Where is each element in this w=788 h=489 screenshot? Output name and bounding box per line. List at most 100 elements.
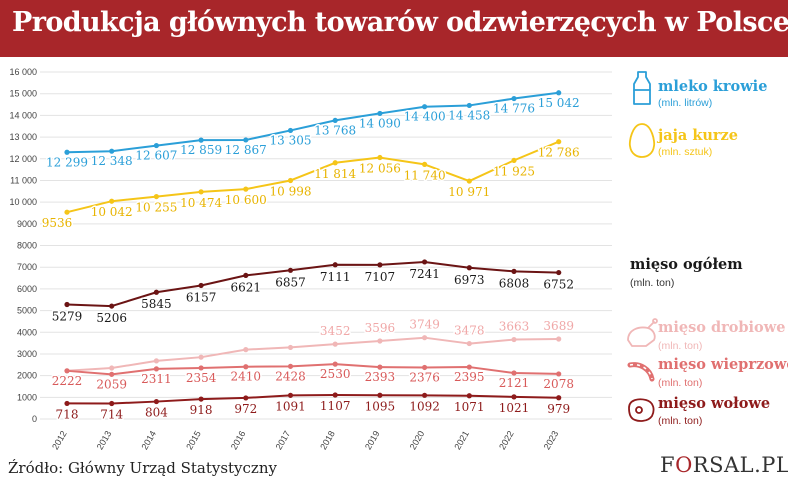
series-line — [66, 140, 560, 214]
data-point — [511, 268, 517, 274]
data-point — [511, 336, 517, 343]
chicken-body — [627, 326, 656, 347]
data-point — [109, 303, 115, 309]
data-point — [511, 394, 517, 400]
data-point — [243, 364, 249, 370]
x-tick-label: 2023 — [542, 429, 561, 451]
data-point — [511, 370, 517, 376]
y-tick-label: 16 000 — [9, 67, 37, 77]
data-label: 2376 — [409, 370, 440, 384]
series-3: 3452 3596 3749 3478 3663 3689 — [64, 316, 575, 374]
x-tick-label: 2019 — [363, 429, 382, 451]
milk-bottle-icon — [633, 71, 651, 105]
egg-icon — [628, 123, 656, 158]
data-label: 13 305 — [270, 133, 312, 147]
data-label: 10 255 — [135, 201, 177, 215]
series-5: 718 714 804 918 972 1091 1107 1095 1092 1071 1021 9… — [54, 392, 572, 423]
legend-label: mięso ogółem — [630, 256, 743, 273]
data-point — [511, 157, 517, 163]
series-line — [66, 91, 559, 154]
data-label: 6808 — [499, 276, 530, 290]
x-tick-label: 2013 — [95, 429, 114, 451]
data-point — [287, 127, 294, 134]
x-tick-label: 2014 — [139, 429, 158, 451]
x-tick-label: 2020 — [408, 429, 427, 451]
data-point — [466, 393, 472, 399]
data-label: 2078 — [543, 377, 574, 391]
data-label: 14 458 — [448, 108, 490, 122]
series-4: 2222 2059 2311 2354 2410 2428 2530 2393 2376 2395… — [50, 361, 575, 393]
legend-unit: (mln. sztuk) — [658, 146, 712, 158]
y-tick-label: 15 000 — [9, 89, 37, 99]
data-point — [377, 110, 383, 117]
beef-icon — [628, 398, 655, 422]
data-point — [198, 354, 204, 360]
data-label: 718 — [56, 407, 79, 421]
data-label: 10 474 — [180, 196, 222, 210]
data-label: 11 925 — [493, 164, 535, 178]
title-banner: Produkcja głównych towarów odzwierzęcych… — [0, 0, 788, 57]
data-point — [332, 117, 338, 124]
y-tick-label: 0 — [32, 414, 37, 424]
chicken-icon — [627, 318, 658, 347]
data-label: 7107 — [365, 270, 396, 284]
legend-unit: (mln. ton) — [630, 277, 674, 289]
y-tick-label: 3000 — [17, 349, 37, 359]
legend-item-5: mięso wołowe (mln. ton) — [628, 395, 770, 427]
legend-unit: (mln. ton) — [658, 415, 702, 427]
series-2: 5279 5206 5845 6157 6621 6857 7111 7107 7241 6973… — [50, 259, 575, 327]
data-point — [332, 262, 338, 268]
data-label: 2222 — [52, 374, 83, 388]
x-tick-label: 2012 — [50, 429, 69, 451]
data-label: 3452 — [320, 324, 351, 338]
data-point — [287, 363, 294, 369]
data-label: 1092 — [409, 399, 440, 413]
data-label: 6157 — [186, 290, 217, 304]
data-label: 2311 — [141, 372, 172, 386]
data-point — [287, 267, 294, 273]
data-point — [64, 301, 70, 308]
data-label: 1095 — [365, 399, 396, 413]
legend-label: jaja kurze — [656, 127, 738, 144]
data-point — [556, 90, 562, 96]
data-label: 1091 — [275, 399, 306, 413]
beef-bone — [635, 406, 643, 414]
data-point — [287, 392, 294, 398]
data-label: 11 814 — [314, 167, 356, 181]
y-tick-label: 4000 — [17, 327, 37, 337]
x-tick-label: 2021 — [452, 429, 471, 451]
data-label: 2354 — [186, 371, 217, 385]
data-point — [198, 396, 204, 402]
series-line — [66, 336, 559, 372]
legend-item-3: mięso drobiowe (mln. ton) — [627, 318, 785, 352]
y-tick-label: 10 000 — [9, 197, 37, 207]
data-point — [243, 272, 249, 279]
data-label: 12 786 — [538, 146, 580, 160]
data-label: 714 — [100, 408, 123, 422]
data-label: 14 776 — [493, 102, 535, 116]
data-point — [153, 366, 159, 372]
data-point — [109, 365, 115, 371]
data-point — [332, 361, 338, 367]
data-point — [556, 371, 562, 377]
page-title: Produkcja głównych towarów odzwierzęcych… — [12, 7, 788, 38]
data-label: 979 — [547, 402, 570, 416]
forsal-logo: FORSAL.PL — [660, 453, 788, 477]
data-label: 6973 — [454, 273, 485, 287]
data-point — [64, 400, 70, 407]
data-label: 12 056 — [359, 162, 401, 176]
x-tick-label: 2017 — [274, 429, 293, 451]
data-point — [556, 395, 562, 401]
data-point — [243, 395, 249, 401]
y-tick-label: 6000 — [17, 284, 37, 294]
data-point — [556, 139, 562, 145]
data-label: 14 090 — [359, 116, 401, 130]
data-point — [466, 364, 472, 370]
legend-unit: (mln. ton) — [658, 377, 702, 389]
data-point — [243, 347, 249, 353]
y-tick-label: 8000 — [17, 241, 37, 251]
data-label: 972 — [234, 402, 257, 416]
